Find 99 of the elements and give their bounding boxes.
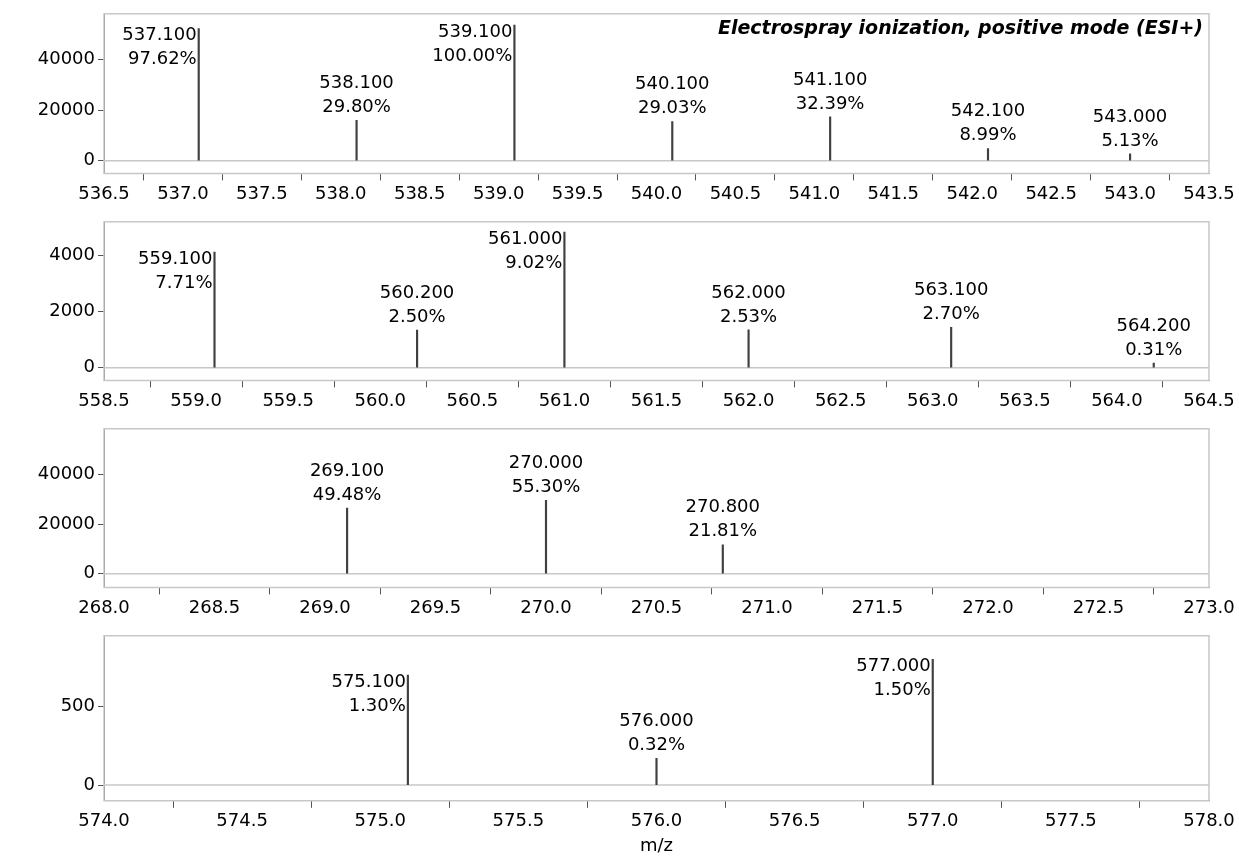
annotation: 543.000 5.13% bbox=[1092, 104, 1168, 150]
x-tick-label: 270.5 bbox=[630, 595, 683, 617]
bar bbox=[544, 499, 548, 574]
y-tick-label: 500 bbox=[60, 694, 95, 716]
x-tick-label: 564.5 bbox=[1183, 388, 1235, 410]
x-tick-label: 271.0 bbox=[741, 595, 793, 617]
annotation: 564.200 0.31% bbox=[1116, 313, 1191, 359]
y-tick-label: 0 bbox=[83, 355, 95, 377]
x-tick-label: 576.5 bbox=[768, 809, 821, 831]
x-tick-label: 575.0 bbox=[354, 809, 407, 831]
bar bbox=[986, 148, 990, 161]
y-tick-label: 4000 bbox=[49, 243, 95, 265]
bar bbox=[829, 116, 832, 161]
bar bbox=[655, 758, 658, 785]
annotation: 537.100 97.62% bbox=[122, 23, 197, 69]
x-tick-label: 537.5 bbox=[236, 181, 288, 203]
x-tick-label: 543.0 bbox=[1104, 181, 1156, 203]
x-tick-label: 540.0 bbox=[630, 181, 683, 203]
bar bbox=[671, 121, 674, 161]
x-tick-label: 269.5 bbox=[409, 595, 462, 617]
y-tick-label: 2000 bbox=[49, 299, 95, 321]
y-tick-label: 0 bbox=[83, 772, 95, 794]
bar bbox=[721, 544, 724, 574]
bar bbox=[1128, 153, 1132, 161]
annotation: 560.200 2.50% bbox=[379, 280, 455, 326]
x-tick-label: 577.5 bbox=[1045, 809, 1097, 831]
x-tick-label: 574.5 bbox=[216, 809, 268, 831]
bar bbox=[1152, 362, 1155, 368]
x-tick-label: 562.5 bbox=[814, 388, 867, 410]
x-tick-label: 270.0 bbox=[520, 595, 572, 617]
x-tick-label: 574.0 bbox=[78, 809, 130, 831]
x-tick-label: 563.0 bbox=[906, 388, 959, 410]
x-tick-label: 559.5 bbox=[262, 388, 314, 410]
annotation: 563.100 2.70% bbox=[913, 278, 989, 324]
bar bbox=[747, 329, 750, 368]
x-tick-label: 541.5 bbox=[867, 181, 920, 203]
annotation: 561.000 9.02% bbox=[487, 226, 563, 272]
x-tick-label: 576.0 bbox=[630, 809, 683, 831]
annotation: 270.800 21.81% bbox=[685, 495, 761, 541]
annotation: 562.000 2.53% bbox=[711, 280, 786, 326]
annotation: 539.100 100.00% bbox=[432, 19, 513, 65]
annotation: 577.000 1.50% bbox=[856, 654, 931, 700]
bar bbox=[416, 329, 419, 368]
x-tick-label: 268.0 bbox=[78, 595, 130, 617]
annotation: 270.000 55.30% bbox=[508, 450, 584, 496]
annotation: 576.000 0.32% bbox=[619, 709, 694, 755]
x-tick-label: 540.5 bbox=[709, 181, 762, 203]
x-tick-label: 542.0 bbox=[946, 181, 998, 203]
x-tick-label: 561.5 bbox=[630, 388, 683, 410]
chart-title: Electrospray ionization, positive mode (ESI+) bbox=[717, 16, 1203, 39]
x-tick-label: 577.0 bbox=[906, 809, 959, 831]
x-tick-label: 269.0 bbox=[299, 595, 351, 617]
x-tick-label: 539.5 bbox=[551, 181, 604, 203]
bar bbox=[406, 674, 409, 785]
x-tick-label: 564.0 bbox=[1091, 388, 1143, 410]
y-tick-label: 0 bbox=[83, 561, 95, 583]
bar bbox=[950, 327, 953, 368]
x-axis-title: m/z bbox=[639, 833, 674, 855]
annotation: 538.100 29.80% bbox=[319, 71, 394, 117]
bar bbox=[355, 120, 358, 161]
x-tick-label: 539.0 bbox=[472, 181, 525, 203]
y-tick-label: 20000 bbox=[37, 97, 95, 119]
x-tick-label: 563.5 bbox=[999, 388, 1051, 410]
x-tick-label: 541.0 bbox=[788, 181, 841, 203]
x-tick-label: 560.5 bbox=[446, 388, 499, 410]
x-tick-label: 271.5 bbox=[851, 595, 904, 617]
x-tick-label: 575.5 bbox=[492, 809, 545, 831]
x-tick-label: 558.5 bbox=[78, 388, 130, 410]
bar bbox=[563, 231, 566, 368]
y-tick-label: 40000 bbox=[37, 47, 95, 69]
x-tick-label: 272.0 bbox=[962, 595, 1014, 617]
x-tick-label: 272.5 bbox=[1072, 595, 1125, 617]
x-tick-label: 578.0 bbox=[1183, 809, 1235, 831]
y-tick-label: 0 bbox=[83, 148, 95, 170]
annotation: 540.100 29.03% bbox=[635, 72, 710, 118]
x-tick-label: 560.0 bbox=[354, 388, 407, 410]
x-tick-label: 542.5 bbox=[1025, 181, 1077, 203]
x-tick-label: 268.5 bbox=[188, 595, 241, 617]
x-tick-label: 537.0 bbox=[157, 181, 209, 203]
x-tick-label: 538.0 bbox=[315, 181, 367, 203]
bar bbox=[513, 24, 516, 161]
annotation: 541.100 32.39% bbox=[792, 67, 868, 113]
bar bbox=[197, 28, 200, 161]
x-tick-label: 559.0 bbox=[170, 388, 222, 410]
x-tick-label: 562.0 bbox=[722, 388, 775, 410]
y-tick-label: 40000 bbox=[37, 462, 95, 484]
bar bbox=[346, 507, 349, 574]
x-tick-label: 273.0 bbox=[1183, 595, 1235, 617]
annotation: 269.100 49.48% bbox=[309, 458, 385, 504]
annotation: 542.100 8.99% bbox=[950, 99, 1026, 145]
annotation: 559.100 7.71% bbox=[138, 246, 213, 292]
x-tick-label: 561.0 bbox=[538, 388, 591, 410]
x-tick-label: 538.5 bbox=[393, 181, 446, 203]
x-tick-label: 543.5 bbox=[1183, 181, 1235, 203]
bar bbox=[213, 251, 216, 368]
bar bbox=[931, 659, 934, 785]
x-tick-label: 536.5 bbox=[78, 181, 130, 203]
annotation: 575.100 1.30% bbox=[331, 669, 406, 715]
y-tick-label: 20000 bbox=[37, 511, 95, 533]
